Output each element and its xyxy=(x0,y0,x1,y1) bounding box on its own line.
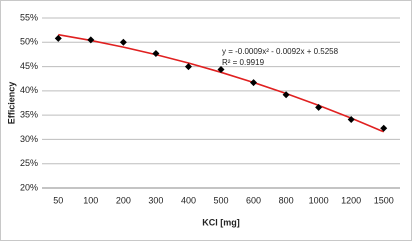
y-tick-label: 25% xyxy=(20,158,38,168)
data-point xyxy=(250,79,258,87)
x-tick-label: 500 xyxy=(213,195,228,205)
data-point xyxy=(184,63,192,71)
y-tick-label: 35% xyxy=(20,110,38,120)
x-tick-label: 300 xyxy=(148,195,163,205)
x-tick-label: 100 xyxy=(83,195,98,205)
y-tick-label: 50% xyxy=(20,37,38,47)
trend-r-squared: R² = 0.9919 xyxy=(222,58,265,67)
x-tick-label: 600 xyxy=(246,195,261,205)
y-tick-label: 20% xyxy=(20,182,38,192)
x-tick-label: 400 xyxy=(181,195,196,205)
data-point xyxy=(152,49,160,57)
x-tick-label: 1200 xyxy=(341,195,361,205)
y-tick-label: 40% xyxy=(20,85,38,95)
x-tick-label: 200 xyxy=(116,195,131,205)
data-point xyxy=(217,65,225,73)
x-axis-label: KCl [mg] xyxy=(202,217,240,227)
x-tick-label: 50 xyxy=(53,195,63,205)
x-tick-label: 1000 xyxy=(309,195,329,205)
x-tick-label: 800 xyxy=(279,195,294,205)
data-point xyxy=(315,103,323,111)
data-point xyxy=(282,91,290,99)
y-axis-label: Efficiency xyxy=(6,82,16,125)
y-tick-label: 30% xyxy=(20,134,38,144)
data-point xyxy=(87,36,95,44)
trend-equation: y = -0.0009x² - 0.0092x + 0.5258 xyxy=(222,47,339,56)
x-tick-label: 1500 xyxy=(374,195,394,205)
y-tick-label: 45% xyxy=(20,61,38,71)
data-point xyxy=(54,34,62,42)
data-point xyxy=(380,124,388,132)
data-point xyxy=(119,38,127,46)
y-tick-label: 55% xyxy=(20,12,38,22)
data-point xyxy=(347,116,355,124)
